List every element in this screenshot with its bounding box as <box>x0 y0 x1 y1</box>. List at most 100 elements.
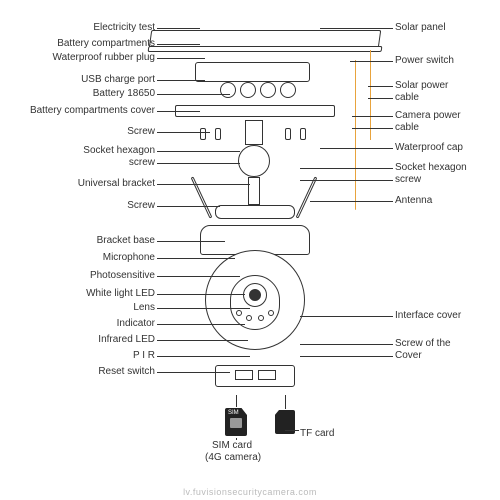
leader-line <box>157 151 240 152</box>
solar-cable <box>370 50 371 140</box>
leader-line <box>157 206 220 207</box>
leader-line <box>157 58 205 59</box>
leader-line <box>320 148 393 149</box>
tf-label: TF card <box>300 428 334 439</box>
callout-label: Photosensitive <box>90 270 155 281</box>
callout-label: cable <box>395 92 419 103</box>
callout-label: Universal bracket <box>78 178 155 189</box>
callout-label: Socket hexagon <box>83 145 155 156</box>
callout-label: Cover <box>395 350 422 361</box>
callout-label: Waterproof rubber plug <box>53 52 155 63</box>
callout-label: Reset switch <box>98 366 155 377</box>
sim-label2: (4G camera) <box>205 452 261 463</box>
callout-label: Electricity test <box>93 22 155 33</box>
callout-label: Infrared LED <box>98 334 155 345</box>
bracket-joint <box>238 145 270 177</box>
callout-label: Antenna <box>395 195 432 206</box>
leader-line <box>310 201 393 202</box>
leader-line <box>352 116 393 117</box>
leader-line <box>157 308 250 309</box>
leader-line <box>157 111 200 112</box>
screw-icon <box>300 128 306 140</box>
leader-line <box>236 395 237 407</box>
lens-inner <box>249 289 261 301</box>
leader-line <box>157 356 250 357</box>
battery-cell <box>220 82 236 98</box>
callout-label: Socket hexagon <box>395 162 467 173</box>
screw-icon <box>285 128 291 140</box>
leader-line <box>157 372 230 373</box>
callout-label: White light LED <box>86 288 155 299</box>
battery-cell <box>240 82 256 98</box>
camera-cable <box>355 60 356 210</box>
callout-label: Battery compartments cover <box>30 105 155 116</box>
watermark: lv.fuvisionsecuritycamera.com <box>183 487 317 497</box>
bracket-stem2 <box>248 177 260 205</box>
callout-label: Camera power <box>395 110 461 121</box>
callout-label: Power switch <box>395 55 454 66</box>
battery-compartment <box>195 62 310 82</box>
leader-line <box>285 395 286 409</box>
leader-line <box>157 44 200 45</box>
callout-label: Screw <box>127 200 155 211</box>
led-icon <box>246 315 252 321</box>
leader-line <box>350 61 393 62</box>
slot-notch <box>235 370 253 380</box>
led-icon <box>268 310 274 316</box>
antenna-right <box>296 176 318 218</box>
callout-label: Screw of the <box>395 338 451 349</box>
sim-card-icon: SIM <box>225 408 247 436</box>
leader-line <box>157 80 205 81</box>
led-icon <box>258 315 264 321</box>
screw-icon <box>215 128 221 140</box>
battery-cell <box>280 82 296 98</box>
card-slot <box>215 365 295 387</box>
sim-label: SIM card <box>212 440 252 451</box>
callout-label: P I R <box>133 350 155 361</box>
leader-line <box>157 184 250 185</box>
leader-line <box>368 98 393 99</box>
callout-label: screw <box>395 174 421 185</box>
leader-line <box>300 180 393 181</box>
leader-line <box>236 438 237 440</box>
leader-line <box>157 28 200 29</box>
leader-line <box>300 168 393 169</box>
bracket-base <box>215 205 295 219</box>
battery-cell <box>260 82 276 98</box>
callout-label: Solar power <box>395 80 448 91</box>
callout-label: screw <box>129 157 155 168</box>
leader-line <box>157 276 240 277</box>
leader-line <box>300 316 393 317</box>
callout-label: Indicator <box>117 318 155 329</box>
callout-label: Lens <box>133 302 155 313</box>
led-icon <box>236 310 242 316</box>
callout-label: USB charge port <box>81 74 155 85</box>
callout-label: Interface cover <box>395 310 461 321</box>
callout-label: Battery 18650 <box>93 88 155 99</box>
leader-line <box>157 258 235 259</box>
leader-line <box>157 241 225 242</box>
leader-line <box>157 163 240 164</box>
antenna-left <box>191 176 213 218</box>
leader-line <box>157 294 245 295</box>
leader-line <box>368 86 393 87</box>
leader-line <box>157 340 248 341</box>
callout-label: cable <box>395 122 419 133</box>
solar-panel-rim <box>148 46 383 52</box>
sim-text: SIM <box>228 410 239 416</box>
leader-line <box>320 28 393 29</box>
leader-line <box>157 94 230 95</box>
screw-icon <box>200 128 206 140</box>
leader-line <box>300 344 393 345</box>
callout-label: Screw <box>127 126 155 137</box>
callout-label: Bracket base <box>97 235 155 246</box>
callout-label: Battery compartments <box>57 38 155 49</box>
leader-line <box>285 430 299 431</box>
callout-label: Waterproof cap <box>395 142 463 153</box>
leader-line <box>157 324 245 325</box>
bracket-stem <box>245 120 263 145</box>
callout-label: Solar panel <box>395 22 446 33</box>
leader-line <box>300 356 393 357</box>
leader-line <box>352 128 393 129</box>
slot-notch <box>258 370 276 380</box>
